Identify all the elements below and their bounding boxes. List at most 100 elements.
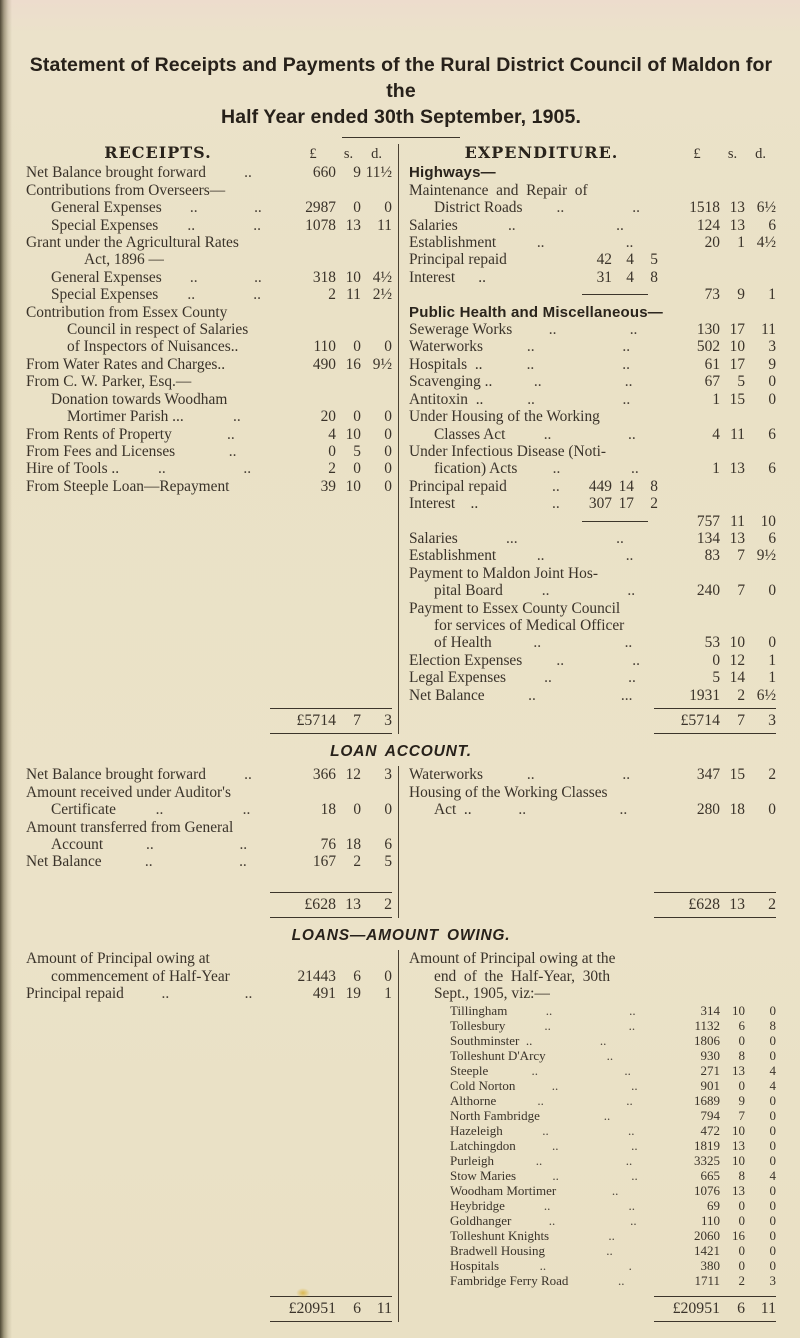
amount-pence: 0 [384,801,393,819]
table-row: North Fambridge.. 794 7 0 [409,1108,776,1123]
loan-payments-column: Waterworks.... 347 15 2 Housing of the Worki… [398,766,776,919]
amount-shillings: 13 [345,216,361,234]
inner-amount-group: 42 4 5 [572,251,658,268]
amount-pence: 0 [384,199,392,217]
amount-shillings: 10 [345,268,361,286]
table-row: Act, 1896 — [26,251,392,268]
table-row: Woodham Mortimer.. 1076 13 0 [409,1183,776,1198]
amount-pounds: 0 [712,651,721,669]
dot-leader: .. [627,582,636,600]
amount-pence: 6 [768,460,776,478]
amount-shillings: 10 [729,634,746,652]
amount-pence: 0 [769,1242,777,1258]
table-row: Certificate.... 18 0 0 [26,801,392,818]
row-label: Legal Expenses [409,669,507,687]
table-row: Principal repaid.. 449 14 8 [409,478,776,495]
dot-leader: .. [539,1257,547,1273]
amount-pence: 1 [768,651,777,669]
amount-shillings: 0 [738,1032,746,1048]
amount-pounds: 1806 [694,1032,720,1048]
row-label: Certificate [51,801,116,819]
amount-shillings: 9 [738,1092,746,1108]
inner-pence: 8 [650,477,658,495]
dot-leader: .. [227,425,235,443]
dot-leader: .. [536,547,545,565]
dot-leader: .. [187,216,196,234]
dot-leader: .. [622,338,631,356]
amount-pence: 6½ [756,199,776,217]
total-rule-bottom [654,733,776,735]
pounds-symbol: £ [693,146,701,162]
dot-leader: .. [544,1017,551,1033]
dot-leader: .. [533,634,542,652]
total-pounds: £5714 [680,712,721,729]
dot-leader: .. [526,766,535,784]
total-row: £628 13 2 [26,896,392,913]
table-row: Public Health and Miscellaneous— [409,304,776,321]
dot-leader: .. [189,268,198,286]
dot-leader: .. [628,425,636,443]
table-row: Legal Expenses.... 5 14 1 [409,669,776,686]
amount-pence: 2½ [372,286,392,304]
amount-pounds: 366 [312,766,336,784]
row-label: Payment to Essex County Council [409,599,621,617]
amount-shillings: 7 [738,1107,746,1123]
page-title: Statement of Receipts and Payments of th… [26,52,776,130]
amount-pence: 1 [768,286,776,304]
inner-pence: 5 [650,251,658,269]
row-label: Amount received under Auditor's [26,783,231,801]
row-label: Contributions from Overseers— [26,181,226,199]
inner-shillings: 4 [626,251,634,269]
dot-leader: .. [556,199,565,217]
table-row: Sewerage Works.... 130 17 11 [409,321,776,338]
shillings-symbol: s. [343,146,354,162]
table-row: Hospitals... 380 0 0 [409,1258,776,1273]
table-row: Housing of the Working Classes [409,784,776,801]
table-row: From Rents of Property.. 4 10 0 [26,426,392,443]
dot-leader: .. [625,234,634,252]
amount-pounds: 1711 [694,1272,720,1288]
amount-pounds: 502 [696,338,721,356]
amount-pence: 4 [769,1077,777,1093]
row-label: Payment to Maldon Joint Hos- [409,564,598,582]
owing-parishes-column: Amount of Principal owing at the end of t… [398,950,777,1323]
amount-shillings: 7 [737,547,745,565]
amount-pounds: 20 [320,408,336,426]
loans-owing-section: Amount of Principal owing at commencement… [26,950,777,1323]
amount-pence: 4 [769,1062,777,1078]
amount-shillings: 2 [353,853,362,871]
dot-leader: .. [157,460,166,478]
dot-leader: .. [631,1077,638,1093]
amount-pounds: 1078 [305,216,336,234]
table-row: fication) Acts.... 1 13 6 [409,460,776,477]
row-label: Sept., 1905, viz:— [434,985,550,1003]
dot-leader: .. [628,669,636,687]
amount-pence: 0 [768,801,776,819]
row-label: Hospitals .. [409,355,483,373]
row-label: Waterworks [409,766,483,784]
paper-stain [296,1288,310,1298]
total-shillings: 6 [353,1300,361,1317]
amount-shillings: 18 [345,836,362,854]
dot-leader: .. [545,1002,553,1018]
amount-pounds: 83 [704,547,720,565]
row-label: Cold Norton [450,1077,516,1093]
table-row: Principal repaid.... 491 19 1 [26,985,392,1002]
row-label: Principal repaid [409,251,507,269]
amount-shillings: 12 [729,651,746,669]
amount-pounds: 794 [700,1107,721,1123]
inner-amount-group: .. 307 17 2 [552,495,658,512]
dot-leader: .. [630,1212,637,1228]
dot-leader: .. [144,853,153,871]
dot-leader: .. [552,460,561,478]
dot-leader: .. [548,1212,556,1228]
amount-pence: 0 [769,1002,777,1018]
amount-shillings: 8 [738,1047,746,1063]
row-label: Fambridge Ferry Road [450,1272,569,1288]
amount-pounds: 18 [320,801,337,819]
row-label: Goldhanger [450,1212,512,1228]
table-row: Under Infectious Disease (Noti- [409,443,776,460]
row-label: Scavenging .. [409,373,493,391]
table-row: Highways— [409,164,776,181]
amount-pounds: 110 [700,1212,720,1228]
